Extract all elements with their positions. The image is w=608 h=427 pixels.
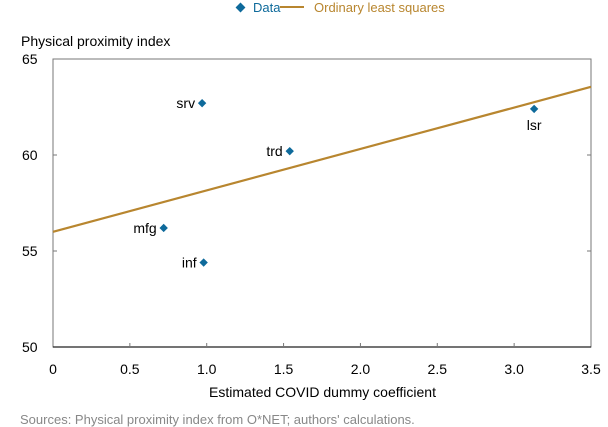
- axis-ticks: [53, 154, 591, 347]
- x-tick-label: 0: [49, 361, 57, 377]
- data-label-inf: inf: [182, 255, 197, 271]
- legend-item-data: Data: [235, 0, 281, 15]
- data-point-srv: [197, 98, 207, 108]
- data-label-mfg: mfg: [133, 220, 156, 236]
- plot-frame: [52, 58, 592, 348]
- y-tick-label: 65: [22, 51, 38, 67]
- y-tick-label: 60: [22, 147, 38, 163]
- data-label-srv: srv: [176, 95, 195, 111]
- data-point-lsr: [529, 104, 539, 114]
- y-tick-label: 50: [22, 339, 38, 355]
- data-point-inf: [199, 258, 208, 267]
- data-point-trd: [285, 146, 294, 156]
- legend: Data Ordinary least squares: [0, 0, 608, 16]
- x-tick-label: 2.5: [428, 361, 448, 377]
- x-tick-label: 0.5: [120, 361, 140, 377]
- y-tick-label: 55: [22, 243, 38, 259]
- x-axis-title: Estimated COVID dummy coefficient: [209, 384, 436, 400]
- plot-border: [52, 58, 592, 348]
- data-point-mfg: [159, 223, 168, 233]
- ols-line: [52, 85, 592, 233]
- line-swatch-icon: [280, 6, 304, 8]
- data-label-lsr: lsr: [527, 117, 542, 133]
- y-axis-title: Physical proximity index: [21, 33, 171, 49]
- x-tick-label: 3.0: [504, 361, 524, 377]
- tick-labels: 0 0.5 1.0 1.5 2.0 2.5 3.0 3.5 50 55 60 65: [22, 51, 601, 377]
- data-points: srv trd lsr mfg inf: [133, 95, 542, 270]
- x-tick-label: 1.5: [274, 361, 294, 377]
- x-tick-label: 3.5: [581, 361, 601, 377]
- legend-label-ols: Ordinary least squares: [314, 0, 445, 15]
- x-tick-label: 2.0: [351, 361, 371, 377]
- legend-item-ols: Ordinary least squares: [280, 0, 445, 15]
- legend-label-data: Data: [253, 0, 281, 15]
- x-tick-label: 1.0: [197, 361, 217, 377]
- data-label-trd: trd: [266, 143, 282, 159]
- ols-line-group: [52, 85, 592, 233]
